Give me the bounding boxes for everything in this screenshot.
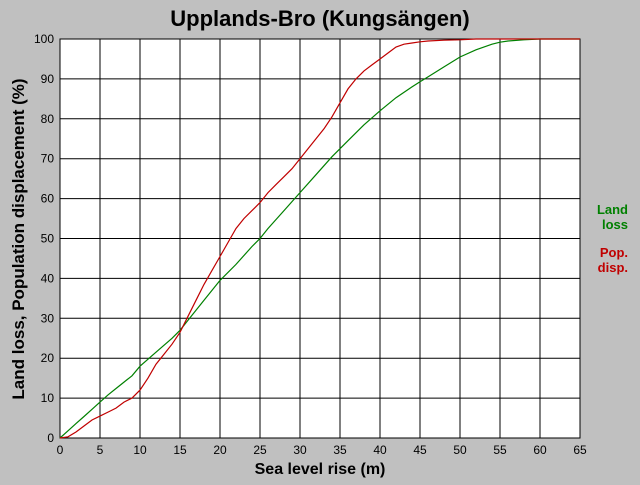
x-tick-label: 0 [57, 443, 64, 457]
y-tick-label: 10 [41, 391, 55, 405]
axes [59, 38, 581, 439]
y-tick-label: 100 [34, 32, 54, 46]
x-tick-label: 40 [373, 443, 387, 457]
y-tick-label: 90 [41, 72, 55, 86]
x-tick-label: 45 [413, 443, 427, 457]
x-tick-label: 55 [493, 443, 507, 457]
legend-label: Pop. [600, 245, 628, 260]
x-tick-labels: 0 5 10 15 20 25 30 35 40 45 50 55 60 65 [57, 443, 587, 457]
y-tick-label: 60 [41, 192, 55, 206]
y-tick-labels: 0 10 20 30 40 50 60 70 80 90 100 [34, 32, 54, 445]
x-tick-label: 10 [133, 443, 147, 457]
x-tick-label: 35 [333, 443, 347, 457]
y-tick-label: 20 [41, 351, 55, 365]
y-tick-label: 30 [41, 311, 55, 325]
series-line-land-loss [59, 38, 580, 439]
y-tick-label: 70 [41, 152, 55, 166]
x-tick-label: 5 [97, 443, 104, 457]
series-lines [59, 38, 580, 439]
series-line-pop-disp [59, 38, 580, 439]
legend-label: loss [602, 217, 628, 232]
x-tick-label: 25 [253, 443, 267, 457]
x-tick-label: 50 [453, 443, 467, 457]
x-tick-label: 20 [213, 443, 227, 457]
grid-lines [59, 38, 581, 439]
x-axis-label: Sea level rise (m) [255, 461, 386, 478]
x-tick-label: 60 [533, 443, 547, 457]
plot-frame [59, 38, 581, 439]
legend-label: Land [597, 202, 628, 217]
legend-label: disp. [598, 260, 628, 275]
y-axis-label: Land loss, Population displacement (%) [9, 78, 28, 399]
x-tick-label: 30 [293, 443, 307, 457]
y-tick-label: 40 [41, 271, 55, 285]
y-tick-label: 80 [41, 112, 55, 126]
x-tick-label: 65 [573, 443, 587, 457]
y-tick-label: 50 [41, 232, 55, 246]
x-tick-label: 15 [173, 443, 187, 457]
y-tick-label: 0 [47, 431, 54, 445]
chart-title: Upplands-Bro (Kungsängen) [170, 6, 469, 31]
